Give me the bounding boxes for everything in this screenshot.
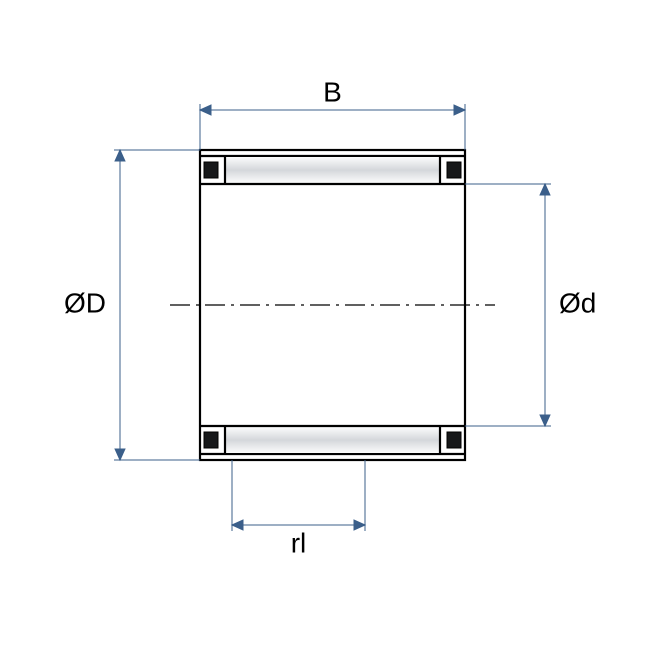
dim-label-d: Ød	[559, 287, 596, 318]
roller-endcap	[204, 432, 218, 448]
roller-body	[225, 426, 440, 454]
roller-endcap	[204, 162, 218, 178]
technical-drawing: B ØD Ød rl	[0, 0, 670, 670]
dim-label-D: ØD	[64, 287, 106, 318]
dim-label-B: B	[323, 76, 342, 107]
roller-endcap	[447, 162, 461, 178]
roller-body	[225, 156, 440, 184]
dim-label-rl: rl	[291, 527, 307, 558]
roller-endcap	[447, 432, 461, 448]
